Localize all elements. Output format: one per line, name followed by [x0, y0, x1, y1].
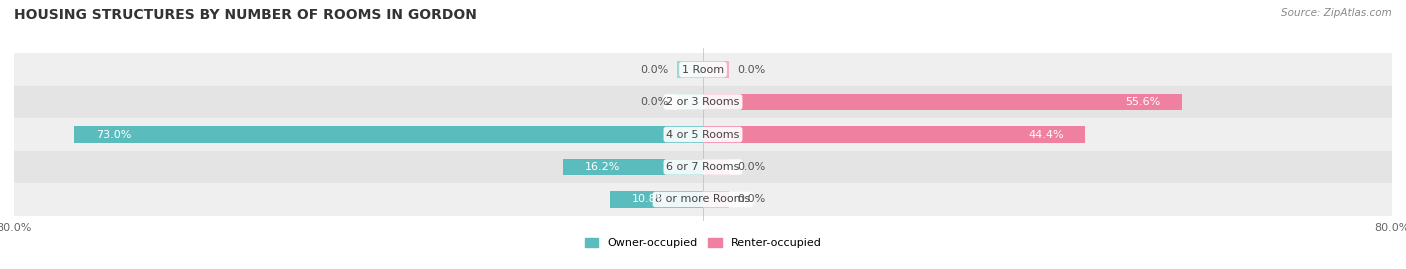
Bar — [75, 126, 703, 143]
Text: 1 Room: 1 Room — [682, 65, 724, 75]
Text: 4 or 5 Rooms: 4 or 5 Rooms — [666, 129, 740, 140]
Bar — [14, 183, 1392, 216]
Bar — [703, 126, 1085, 143]
Text: 10.8%: 10.8% — [631, 194, 666, 204]
Bar — [14, 151, 1392, 183]
Bar — [703, 191, 728, 208]
Text: HOUSING STRUCTURES BY NUMBER OF ROOMS IN GORDON: HOUSING STRUCTURES BY NUMBER OF ROOMS IN… — [14, 8, 477, 22]
Bar — [678, 61, 703, 78]
Bar — [14, 53, 1392, 86]
Bar — [678, 94, 703, 111]
Text: 0.0%: 0.0% — [738, 162, 766, 172]
Bar — [610, 191, 703, 208]
Legend: Owner-occupied, Renter-occupied: Owner-occupied, Renter-occupied — [581, 233, 825, 253]
Text: 6 or 7 Rooms: 6 or 7 Rooms — [666, 162, 740, 172]
Bar — [703, 158, 728, 175]
Text: 0.0%: 0.0% — [738, 65, 766, 75]
Bar — [14, 118, 1392, 151]
Text: 44.4%: 44.4% — [1028, 129, 1064, 140]
Text: 16.2%: 16.2% — [585, 162, 620, 172]
Text: 0.0%: 0.0% — [640, 65, 669, 75]
Text: Source: ZipAtlas.com: Source: ZipAtlas.com — [1281, 8, 1392, 18]
Bar — [14, 86, 1392, 118]
Text: 8 or more Rooms: 8 or more Rooms — [655, 194, 751, 204]
Text: 55.6%: 55.6% — [1125, 97, 1160, 107]
Text: 0.0%: 0.0% — [738, 194, 766, 204]
Bar — [564, 158, 703, 175]
Text: 0.0%: 0.0% — [640, 97, 669, 107]
Text: 2 or 3 Rooms: 2 or 3 Rooms — [666, 97, 740, 107]
Bar — [703, 61, 728, 78]
Bar — [703, 94, 1182, 111]
Text: 73.0%: 73.0% — [96, 129, 131, 140]
